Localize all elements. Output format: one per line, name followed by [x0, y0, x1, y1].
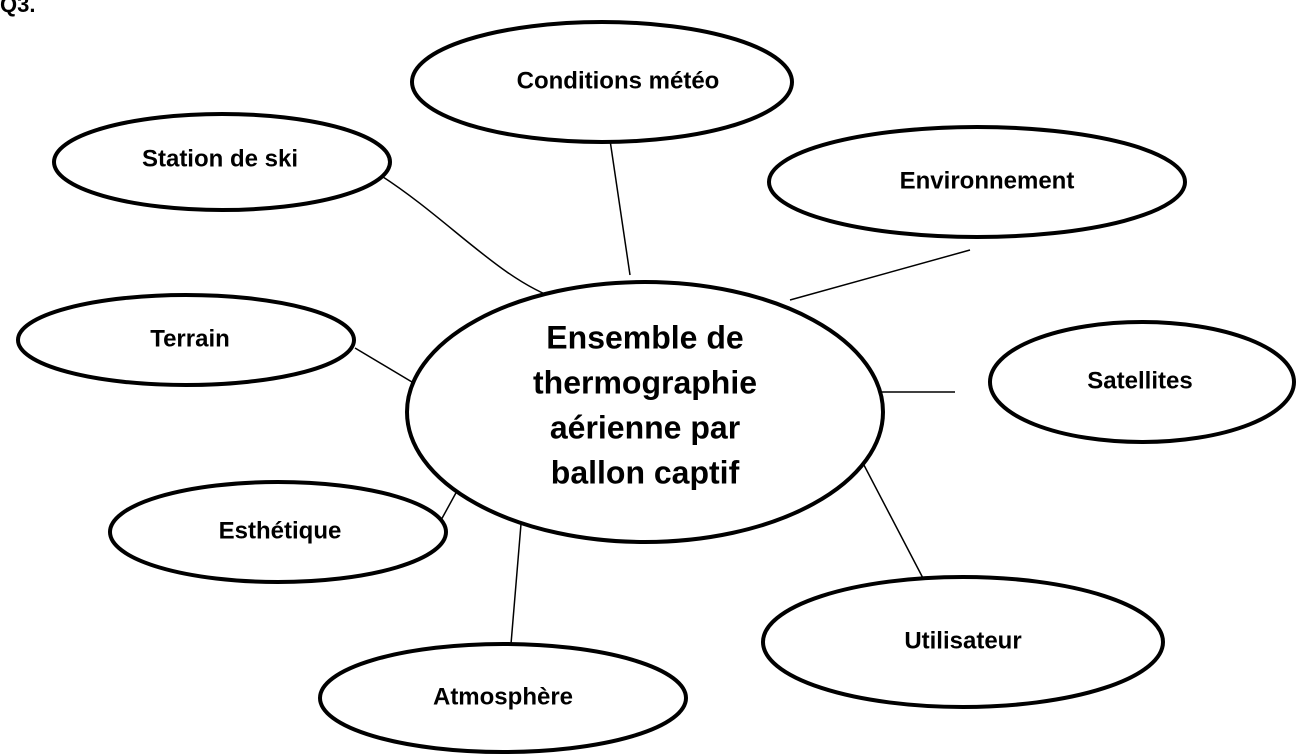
node: Atmosphère [318, 642, 688, 754]
node-ellipse [108, 480, 448, 584]
node-ellipse [52, 112, 392, 212]
node-ellipse [761, 575, 1165, 709]
node-ellipse [16, 293, 356, 387]
center-node: Ensemble de thermographie aérienne par b… [405, 280, 885, 544]
node: Terrain [16, 293, 356, 387]
center-line: ballon captif [551, 454, 740, 490]
node-label: Terrain [150, 325, 230, 352]
link [789, 249, 971, 301]
node: Satellites [988, 320, 1296, 444]
node-ellipse [988, 320, 1296, 444]
node-label: Atmosphère [433, 683, 573, 710]
node-label: Esthétique [219, 517, 342, 544]
node-ellipse [767, 125, 1187, 239]
node-ellipse [318, 642, 688, 754]
title: Q3. [0, 0, 35, 17]
node-label: Conditions météo [517, 67, 720, 94]
link [354, 347, 413, 383]
node: Esthétique [108, 480, 448, 584]
link [509, 511, 523, 657]
node-ellipse [410, 20, 794, 144]
node: Utilisateur [761, 575, 1165, 709]
center-line: thermographie [533, 364, 757, 400]
node: Conditions météo [410, 20, 794, 144]
center-line: aérienne par [550, 409, 740, 445]
node-label: Utilisateur [904, 627, 1021, 654]
center-ellipse [405, 280, 885, 544]
node-label: Environnement [900, 167, 1075, 194]
link [609, 139, 631, 276]
center-line: Ensemble de [546, 319, 743, 355]
node-label: Station de ski [142, 145, 298, 172]
node-label: Satellites [1087, 367, 1192, 394]
node: Environnement [767, 125, 1187, 239]
node: Station de ski [52, 112, 392, 212]
